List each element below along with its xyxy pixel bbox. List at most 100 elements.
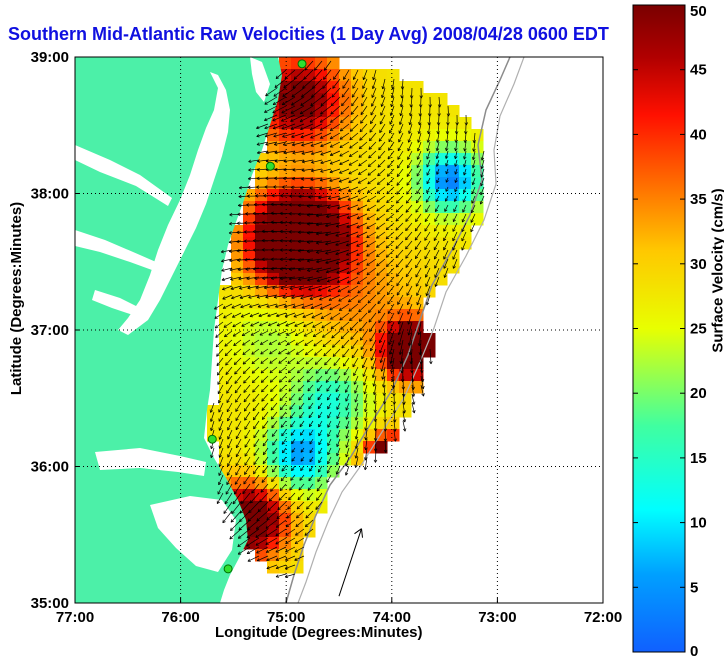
velocity-arrowhead [445, 188, 449, 192]
velocity-arrow [419, 114, 422, 126]
velocity-arrow [262, 221, 278, 224]
velocity-arrow [309, 438, 314, 445]
velocity-arrow [327, 285, 341, 292]
velocity-arrow [280, 420, 287, 428]
velocity-arrowhead [264, 185, 268, 189]
heatmap-cell [231, 297, 244, 310]
velocity-arrow [445, 159, 449, 167]
velocity-arrowhead [360, 346, 364, 350]
heatmap-cell [387, 69, 400, 82]
velocity-arrow [346, 267, 359, 274]
velocity-arrowhead [452, 228, 456, 232]
heatmap-cell [279, 561, 292, 574]
velocity-arrowhead [388, 330, 392, 335]
heatmap-cell [447, 201, 460, 214]
velocity-arrow [318, 456, 323, 464]
heatmap-cell [267, 177, 280, 190]
heatmap-cell [279, 261, 292, 274]
velocity-arrowhead [366, 216, 370, 220]
heatmap-cell [351, 405, 364, 418]
velocity-arrowhead [247, 185, 251, 190]
velocity-arrow [368, 303, 377, 313]
velocity-arrow [350, 114, 359, 124]
velocity-arrow [377, 159, 386, 168]
velocity-arrow [416, 177, 422, 185]
heatmap-cell [459, 225, 472, 238]
heatmap-cell [267, 513, 280, 526]
velocity-arrow [408, 123, 413, 134]
heatmap-cell [411, 141, 424, 154]
heatmap-cell [291, 153, 304, 166]
velocity-arrowhead [376, 190, 381, 194]
velocity-arrowhead [409, 104, 413, 108]
velocity-arrowhead [279, 211, 283, 216]
velocity-arrowhead [320, 111, 324, 115]
heatmap-cell [231, 345, 244, 358]
velocity-arrowhead [222, 519, 226, 524]
velocity-arrow [316, 240, 332, 244]
velocity-arrowhead [218, 472, 222, 476]
heatmap-cell [315, 369, 328, 382]
velocity-arrowhead [300, 296, 304, 300]
velocity-arrow [256, 294, 269, 298]
velocity-arrow [398, 330, 404, 346]
velocity-arrowhead [283, 167, 287, 172]
velocity-arrow [356, 213, 368, 220]
velocity-arrowhead [445, 131, 450, 135]
velocity-arrow [300, 294, 314, 299]
velocity-arrow [307, 213, 323, 216]
velocity-arrow [376, 240, 386, 248]
velocity-arrowhead [286, 332, 290, 336]
velocity-arrowhead [316, 497, 320, 501]
velocity-arrow [222, 303, 233, 309]
velocity-arrow [349, 150, 359, 157]
velocity-arrow [217, 483, 224, 495]
heatmap-cell [375, 105, 388, 118]
velocity-arrowhead [425, 302, 430, 306]
heatmap-cell [279, 141, 292, 154]
heatmap-cell [267, 477, 280, 490]
velocity-arrowhead [275, 524, 280, 528]
velocity-arrow [364, 384, 368, 395]
velocity-arrowhead [269, 379, 274, 383]
velocity-arrow [387, 303, 395, 314]
velocity-arrowhead [317, 396, 321, 401]
velocity-arrowhead [231, 305, 235, 309]
heatmap-cell [327, 237, 340, 250]
heatmap-cell [315, 381, 328, 394]
velocity-arrow [307, 222, 323, 225]
velocity-arrowhead [289, 406, 293, 410]
velocity-arrowhead [256, 150, 261, 155]
velocity-arrow [447, 105, 449, 117]
velocity-arrow [387, 168, 395, 177]
heatmap-cell [339, 177, 352, 190]
velocity-arrow [319, 177, 332, 181]
heatmap-cell [243, 441, 256, 454]
heatmap-cell [243, 429, 256, 442]
velocity-arrow [406, 285, 413, 296]
velocity-arrow [368, 159, 377, 167]
velocity-arrowhead [336, 397, 340, 401]
velocity-arrowhead [292, 168, 296, 172]
velocity-arrowhead [416, 301, 420, 306]
heatmap-cell [243, 237, 256, 250]
heatmap-cell [231, 465, 244, 478]
velocity-arrowhead [230, 277, 234, 281]
velocity-arrowhead [271, 478, 275, 482]
velocity-arrowhead [325, 269, 330, 274]
velocity-arrow [415, 258, 422, 269]
velocity-arrowhead [324, 361, 328, 366]
velocity-arrow [260, 366, 269, 374]
velocity-arrowhead [308, 396, 312, 401]
heatmap-cell [315, 417, 328, 430]
velocity-arrowhead [304, 67, 308, 71]
velocity-arrow [218, 411, 224, 422]
velocity-arrowhead [299, 119, 304, 123]
heatmap-cell [339, 417, 352, 430]
velocity-arrowhead [396, 200, 400, 204]
velocity-arrowhead [397, 156, 401, 160]
velocity-arrowhead [370, 112, 374, 116]
velocity-arrowhead [216, 500, 220, 504]
heatmap-cell [255, 405, 268, 418]
velocity-arrowhead [300, 126, 304, 131]
